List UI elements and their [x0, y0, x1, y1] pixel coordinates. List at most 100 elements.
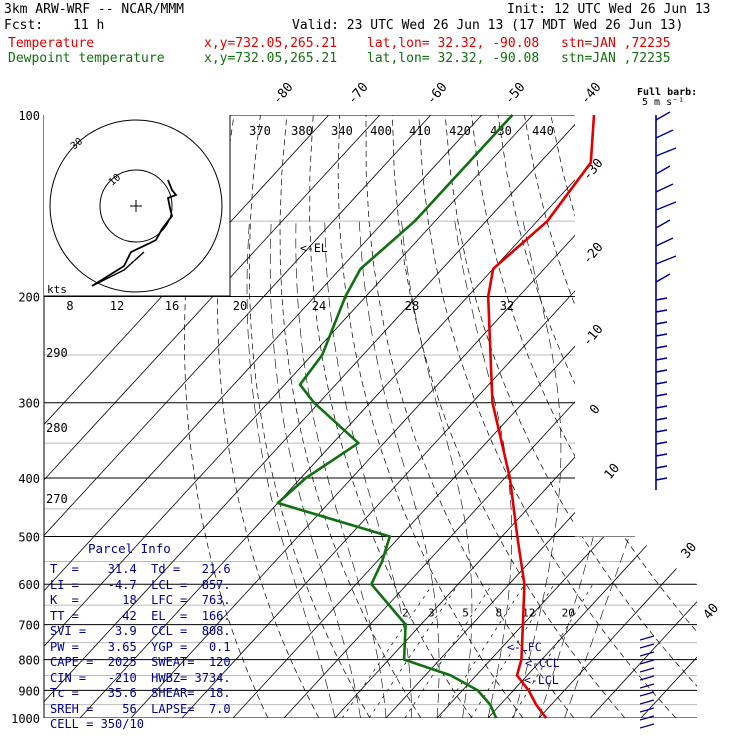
mixing-ratio-label: 5: [462, 607, 469, 620]
wind-barb: [639, 699, 655, 705]
parcel-info-title: Parcel Info: [88, 541, 171, 556]
dry-adiabat: [444, 115, 697, 718]
mixing-ratio-label: 8: [496, 607, 503, 620]
theta-label: 440: [532, 124, 554, 138]
wind-barb: [655, 345, 668, 349]
dry-adiabat: [418, 115, 677, 718]
dewpoint-station: stn=JAN ,72235: [561, 51, 671, 66]
pressure-tick-label: 200: [18, 291, 40, 305]
wind-barb: [655, 273, 671, 283]
wind-barb: [655, 165, 671, 175]
wind-barb: [639, 659, 655, 665]
isotherm-tick-label: -10: [580, 322, 607, 350]
isotherm-line: [44, 115, 432, 718]
isotherm-line: [44, 115, 534, 718]
forecast-hour: 11 h: [73, 18, 105, 33]
wind-barb: [655, 201, 677, 211]
hodograph-trace: [91, 179, 178, 287]
temperature-legend: Temperature: [8, 36, 95, 51]
parcel-info-row: CELL = 350/10: [50, 717, 144, 731]
temperature-line: [486, 114, 596, 719]
moist-adiabat: [295, 221, 387, 718]
wind-barb: [655, 405, 668, 409]
isotherm-line: [44, 115, 330, 718]
wind-barb: [655, 129, 674, 139]
dry-adiabat: [337, 115, 524, 718]
wind-barb: [655, 237, 674, 247]
wind-barb: [655, 441, 668, 445]
wind-barb: [655, 465, 668, 469]
theta-label: 370: [249, 124, 271, 138]
dewpoint-legend: Dewpoint temperature: [8, 51, 165, 66]
isotherm-line: [538, 115, 697, 718]
wind-barb: [655, 147, 677, 157]
wind-barb: [655, 297, 668, 301]
dewpoint-latlon: lat,lon= 32.32, -90.08: [367, 51, 540, 66]
isotherm-tick-label: 30: [679, 540, 701, 562]
dry-adiabat: [392, 115, 626, 718]
wind-barb: [639, 643, 655, 649]
isotherm-tick-label: -70: [345, 80, 372, 108]
isotherm-line: [44, 115, 585, 718]
parcel-info-row: PW = 3.65 YGP = 0.1: [50, 639, 231, 654]
hodograph-speed-label: 24: [312, 299, 326, 313]
mixing-ratio-label: 2: [402, 607, 409, 620]
pressure-tick-label: 600: [18, 578, 40, 592]
isotherm-tick-label: 10: [602, 461, 624, 483]
parcel-info-row: K = 18 LFC = 763.: [50, 593, 231, 607]
hodograph-ring-inner: [99, 169, 173, 243]
wind-barb: [655, 183, 674, 193]
parcel-info-row: SVI = 3.9 CCL = 808.: [50, 624, 231, 638]
parcel-info-row: Tc = 35.6 SHEAR= 18.: [50, 686, 231, 700]
pressure-tick-label: 900: [18, 684, 40, 698]
model-title: 3km ARW-WRF -- NCAR/MMM: [4, 2, 185, 17]
mixing-ratio-label: 3: [428, 607, 435, 620]
hodograph-speed-label: 16: [165, 299, 179, 313]
parcel-info-row: CAPE = 2025 SWEAT= 120: [50, 655, 231, 669]
hodograph-trace: [91, 251, 145, 287]
isotherm-tick-label: -80: [270, 80, 297, 108]
isotherm-tick-label: -20: [580, 240, 607, 268]
dry-adiabat: [497, 115, 697, 718]
temperature-station: stn=JAN ,72235: [561, 36, 671, 51]
wind-barb: [655, 381, 668, 385]
hodograph-units-label: kts: [47, 283, 67, 296]
dry-adiabat: [309, 115, 473, 718]
dewpoint-xy: x,y=732.05,265.21: [204, 51, 338, 66]
hodograph-speed-label: 28: [405, 299, 419, 313]
wind-barb: [655, 255, 677, 265]
isotherm-line: [44, 115, 381, 718]
mixing-ratio-label: 12: [522, 607, 535, 620]
hodograph-speed-label: 12: [110, 299, 124, 313]
level-annotation: <-LCL: [524, 673, 559, 687]
pressure-tick-label: 100: [18, 109, 40, 123]
isotherm-line: [487, 115, 697, 718]
wind-barb: [639, 715, 655, 721]
dry-adiabat: [184, 115, 269, 718]
wind-barb: [655, 369, 668, 373]
moist-adiabat: [269, 221, 361, 718]
isotherm-tick-label: -50: [502, 80, 529, 108]
wind-barb: [639, 683, 655, 689]
wind-barb: [639, 707, 655, 713]
dry-adiabat: [550, 115, 697, 718]
dry-adiabat: [629, 115, 697, 718]
isotherm-tick-label: 40: [701, 601, 723, 623]
wind-barb: [639, 675, 655, 681]
isotherm-line: [44, 115, 483, 718]
isotherm-tick-label: -40: [578, 80, 605, 108]
theta-label: 400: [370, 124, 392, 138]
moist-adiabat: [359, 221, 440, 718]
wind-barb: [639, 723, 655, 729]
moist-adiabat: [454, 221, 512, 718]
barb-legend-title: Full barb:: [637, 87, 698, 98]
parcel-info-row: CIN = -210 HWBZ= 3734.: [50, 670, 231, 685]
wind-barb: [655, 477, 668, 481]
wind-barb: [655, 111, 671, 121]
wind-barb: [655, 219, 671, 229]
theta-side-label: 290: [46, 346, 68, 360]
barb-legend-units: 5 m s⁻¹: [642, 97, 685, 108]
moist-adiabat: [324, 221, 412, 718]
hodograph-ring-outer: [49, 119, 223, 293]
